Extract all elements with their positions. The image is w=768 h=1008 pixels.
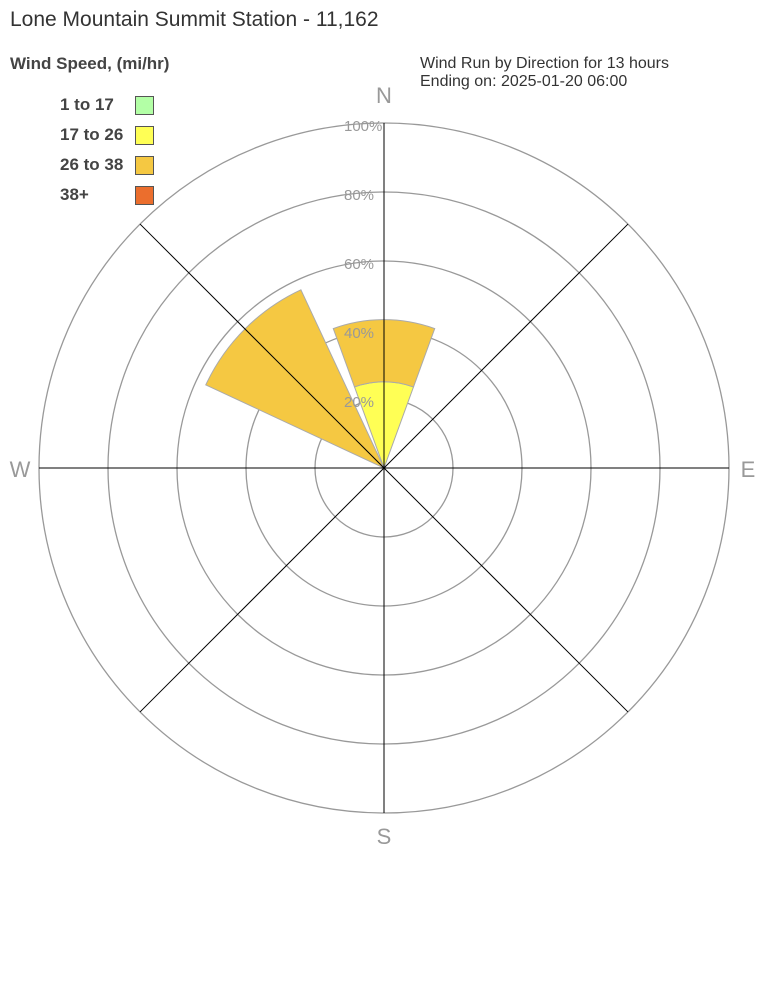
legend-swatch: [135, 185, 154, 205]
subtitle-line-2: Ending on: 2025-01-20 06:00: [420, 73, 628, 90]
legend: 1 to 17 17 to 26 26 to 38 38+: [60, 90, 154, 210]
legend-item: 38+: [60, 180, 154, 210]
legend-label: 1 to 17: [60, 95, 114, 114]
radial-tick-label: 100%: [344, 118, 382, 135]
legend-swatch: [135, 125, 154, 145]
radial-tick-label: 20%: [344, 394, 374, 411]
compass-label-e: E: [741, 457, 756, 482]
legend-swatch: [135, 95, 154, 115]
radial-tick-label: 80%: [344, 187, 374, 204]
legend-item: 26 to 38: [60, 150, 154, 180]
spoke: [139, 467, 385, 713]
legend-swatch: [135, 155, 154, 175]
legend-label: 38+: [60, 185, 89, 204]
spoke: [383, 467, 629, 713]
spoke: [383, 223, 629, 469]
legend-label: 17 to 26: [60, 125, 124, 144]
radial-tick-label: 40%: [344, 325, 374, 342]
subtitle-line-1: Wind Run by Direction for 13 hours: [420, 55, 669, 72]
spoke: [139, 223, 385, 469]
chart-subtitle: Wind Run by Direction for 13 hours Endin…: [420, 55, 669, 91]
chart-title: Lone Mountain Summit Station - 11,162: [10, 8, 379, 31]
compass-label-n: N: [376, 83, 392, 108]
legend-title: Wind Speed, (mi/hr): [10, 54, 170, 73]
legend-label: 26 to 38: [60, 155, 124, 174]
legend-item: 1 to 17: [60, 90, 154, 120]
legend-item: 17 to 26: [60, 120, 154, 150]
compass-label-w: W: [10, 457, 31, 482]
compass-label-s: S: [377, 824, 392, 849]
radial-tick-label: 60%: [344, 256, 374, 273]
